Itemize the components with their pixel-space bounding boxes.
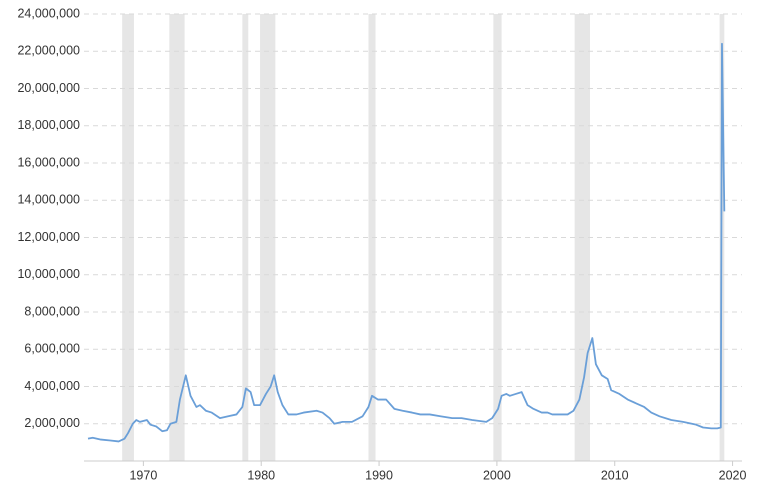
x-tick-label: 1970 xyxy=(129,468,157,482)
shaded-range xyxy=(368,14,376,461)
x-tick-label: 1990 xyxy=(365,468,393,482)
y-tick-label: 22,000,000 xyxy=(17,44,80,58)
x-tick-label: 2020 xyxy=(719,468,747,482)
y-tick-label: 2,000,000 xyxy=(24,416,80,430)
y-tick-label: 12,000,000 xyxy=(17,230,80,244)
y-tick-label: 14,000,000 xyxy=(17,193,80,207)
shaded-range xyxy=(122,14,134,461)
shaded-range xyxy=(493,14,502,461)
y-tick-label: 18,000,000 xyxy=(17,118,80,132)
y-tick-label: 8,000,000 xyxy=(24,304,80,318)
y-tick-label: 16,000,000 xyxy=(17,155,80,169)
data-line xyxy=(87,42,726,443)
x-tick-label: 1980 xyxy=(247,468,275,482)
x-tick-label: 2000 xyxy=(483,468,511,482)
y-tick-label: 4,000,000 xyxy=(24,379,80,393)
y-tick-label: 24,000,000 xyxy=(17,6,80,20)
y-tick-label: 10,000,000 xyxy=(17,267,80,281)
shaded-range xyxy=(242,14,249,461)
y-tick-label: 6,000,000 xyxy=(24,342,80,356)
x-tick-label: 2010 xyxy=(601,468,629,482)
y-tick-label: 20,000,000 xyxy=(17,81,80,95)
